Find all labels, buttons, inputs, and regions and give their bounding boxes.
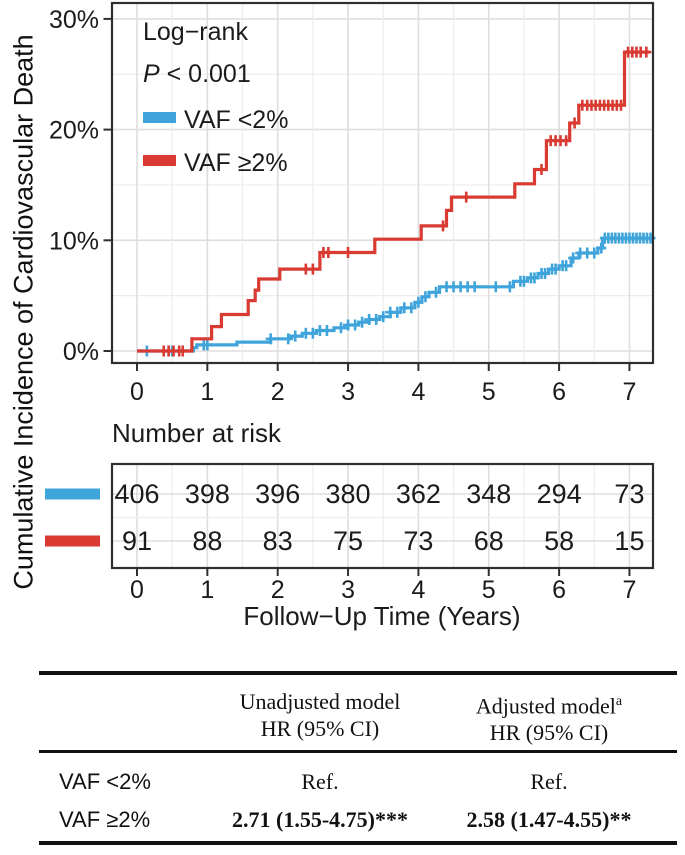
risk-count: 406	[114, 479, 159, 509]
x-tick-label-risk: 7	[622, 576, 636, 604]
survival-curves	[137, 46, 656, 357]
adjusted-header-text: Adjusted model	[475, 693, 616, 719]
x-tick-label: 6	[552, 378, 566, 406]
p-value-text: < 0.001	[160, 60, 251, 88]
axis-ticks	[103, 17, 631, 576]
plot-panel-border	[110, 1, 655, 365]
row-label: VAF ≥2%	[59, 807, 151, 832]
y-tick-label: 30%	[49, 6, 99, 34]
adjusted-header-line1: Adjusted modela	[424, 688, 674, 719]
y-tick-label: 0%	[63, 338, 99, 366]
axis-tick-labels: 0 0 1 1 2 2 3 3 4 4 5 5 6 6 7 7 0% 10% 20% 30%	[49, 6, 636, 604]
adjusted-hr-value: 2.58 (1.47-4.55)**	[466, 807, 632, 832]
unadjusted-hr-value: Ref.	[301, 769, 339, 794]
y-tick-label: 10%	[49, 227, 99, 255]
risk-count: 83	[263, 526, 293, 556]
x-axis-title: Follow−Up Time (Years)	[243, 601, 520, 631]
y-axis-title: Cumulative Incidence of Cardiovascular D…	[8, 34, 39, 590]
x-tick-label-risk: 6	[552, 576, 566, 604]
x-tick-label-risk: 2	[271, 576, 285, 604]
risk-count: 91	[122, 526, 152, 556]
risk-row-swatch-vaf-ge2	[45, 535, 100, 547]
risk-count: 362	[396, 479, 441, 509]
x-tick-label-risk: 0	[130, 576, 144, 604]
row-label: VAF <2%	[59, 769, 151, 794]
x-tick-label: 7	[622, 378, 636, 406]
x-tick-label-risk: 1	[200, 576, 214, 604]
number-at-risk-heading: Number at risk	[112, 418, 282, 448]
table-rule-top	[39, 671, 677, 675]
risk-count: 75	[333, 526, 363, 556]
risk-count: 73	[614, 479, 644, 509]
unadjusted-header-line2: HR (95% CI)	[260, 716, 380, 741]
p-value-label: P < 0.001	[143, 60, 251, 88]
legend-swatch-vaf-lt2	[143, 112, 176, 123]
x-tick-label: 2	[271, 378, 285, 406]
x-tick-label: 5	[482, 378, 496, 406]
legend-label-vaf-ge2: VAF ≥2%	[184, 149, 288, 177]
x-tick-label: 3	[341, 378, 355, 406]
adjusted-header-footnote-mark: a	[615, 694, 623, 709]
risk-count: 398	[185, 479, 230, 509]
table-rule-mid	[39, 750, 677, 753]
x-tick-label-risk: 4	[411, 576, 425, 604]
risk-count: 68	[474, 526, 504, 556]
risk-panel-border	[110, 462, 655, 570]
risk-count: 58	[544, 526, 574, 556]
x-tick-label-risk: 3	[341, 576, 355, 604]
risk-count: 380	[326, 479, 371, 509]
risk-count: 88	[192, 526, 222, 556]
y-tick-label: 20%	[49, 117, 99, 145]
risk-count: 15	[614, 526, 644, 556]
risk-count: 396	[255, 479, 300, 509]
unadjusted-header-line1: Unadjusted model	[239, 689, 401, 714]
legend-swatch-vaf-ge2	[143, 155, 176, 166]
survival-curve-vaf-ge2	[137, 50, 650, 353]
col-header-adjusted: Adjusted modela HR (95% CI)	[424, 688, 674, 746]
x-tick-label: 0	[130, 378, 144, 406]
risk-row-swatch-vaf-lt2	[45, 488, 100, 500]
risk-count: 73	[403, 526, 433, 556]
number-at-risk-values: 406 398 396 380 362 348 294 73 91 88 83 75 73 68 58 15	[114, 479, 644, 556]
table-rule-bottom	[39, 841, 677, 845]
x-tick-label-risk: 5	[482, 576, 496, 604]
survival-curve-vaf-lt2	[137, 236, 652, 353]
adjusted-hr-value: Ref.	[530, 769, 568, 794]
risk-count: 348	[466, 479, 511, 509]
unadjusted-hr-value: 2.71 (1.55-4.75)***	[232, 807, 408, 832]
col-header-unadjusted: Unadjusted model HR (95% CI)	[195, 688, 445, 742]
adjusted-header-line2: HR (95% CI)	[489, 720, 609, 746]
risk-count: 294	[537, 479, 582, 509]
x-tick-label: 1	[200, 378, 214, 406]
logrank-label: Log−rank	[143, 18, 248, 46]
hazard-ratio-table: Unadjusted model HR (95% CI) Adjusted mo…	[39, 660, 677, 855]
legend-label-vaf-lt2: VAF <2%	[184, 106, 288, 134]
x-tick-label: 4	[411, 378, 425, 406]
p-symbol: P	[143, 60, 160, 88]
km-plot: 0 0 1 1 2 2 3 3 4 4 5 5 6 6 7 7 0% 10% 20% 30% 406 398 396 380…	[45, 1, 656, 631]
